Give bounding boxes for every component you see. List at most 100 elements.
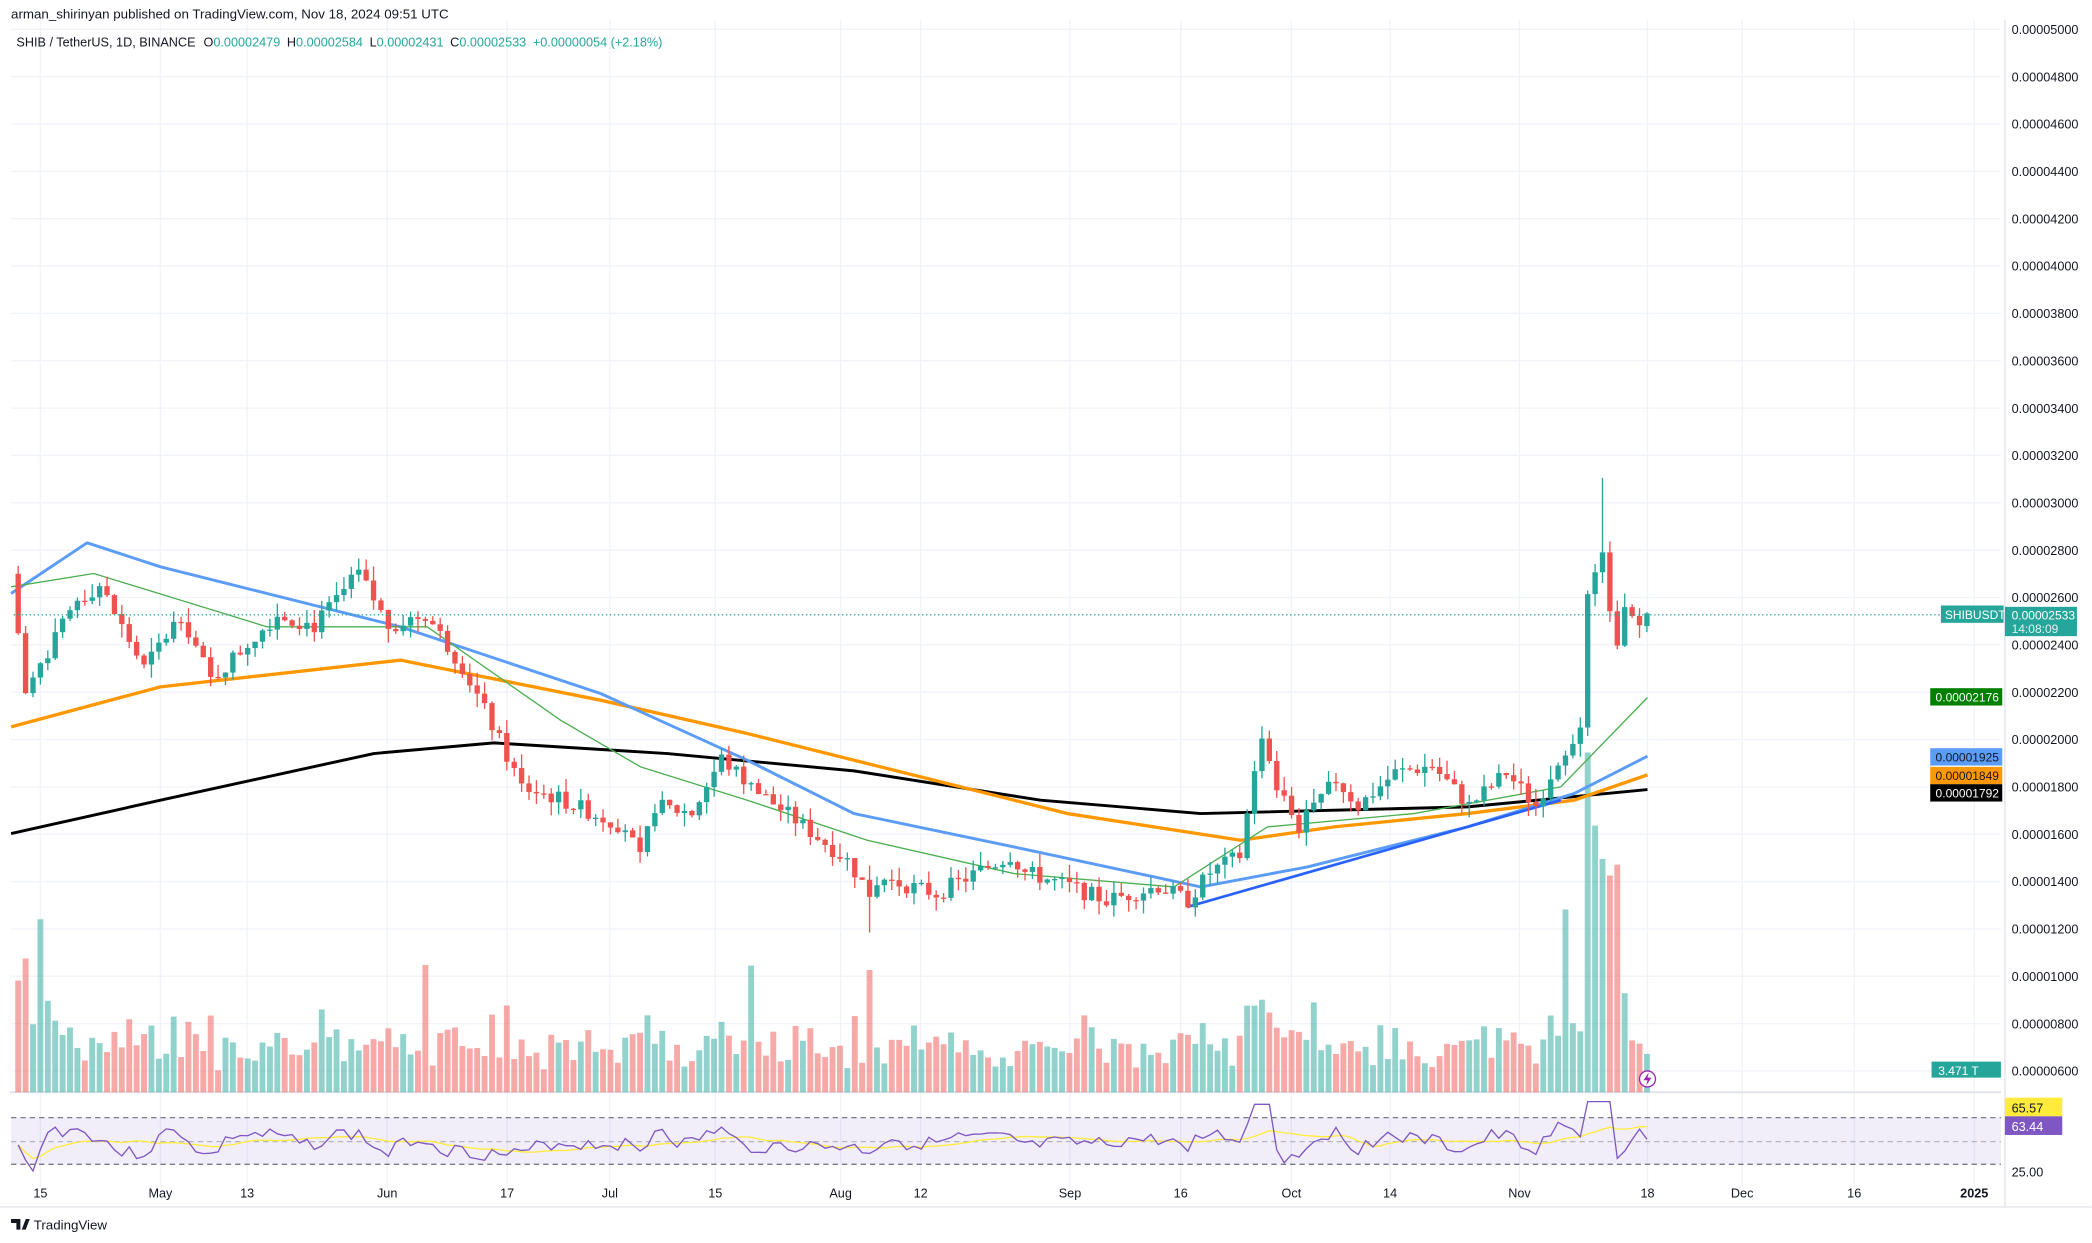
volume-bar bbox=[718, 1021, 725, 1093]
time-tick-label: Jun bbox=[377, 1187, 397, 1201]
volume-bar bbox=[829, 1047, 836, 1093]
candle-body bbox=[1044, 879, 1050, 883]
candle-body bbox=[178, 621, 184, 624]
time-tick-label: Sep bbox=[1059, 1187, 1082, 1201]
last-price-box bbox=[2004, 606, 2077, 637]
time-axis[interactable]: 15 May 13 Jun 17 Jul 15 Aug 12 Sep 16 Oct 14 Nov 18 Dec… bbox=[33, 1187, 1988, 1201]
candle-body bbox=[348, 574, 355, 589]
change-value: +0.00000054 (+2.18%) bbox=[533, 36, 662, 50]
volume-bar bbox=[333, 1029, 340, 1093]
volume-bar bbox=[22, 958, 29, 1093]
volume-bar bbox=[1547, 1015, 1554, 1093]
candle-body bbox=[1636, 615, 1643, 626]
price-tick-label: 0.00004000 bbox=[2012, 260, 2079, 274]
volume-bar bbox=[400, 1034, 407, 1093]
candle-body bbox=[59, 618, 66, 633]
high-value: 0.00002584 bbox=[296, 36, 363, 50]
volume-bar bbox=[52, 1020, 59, 1093]
candle-body bbox=[489, 703, 495, 731]
volume-bar bbox=[370, 1039, 377, 1093]
candle-body bbox=[881, 879, 888, 886]
bar-countdown: 14:08:09 bbox=[2012, 622, 2059, 636]
candles bbox=[15, 477, 1650, 933]
logo-icon bbox=[11, 1218, 30, 1230]
candle-body bbox=[1214, 864, 1221, 874]
price-tick-label: 0.00003600 bbox=[2012, 354, 2079, 368]
candle-body bbox=[600, 817, 606, 823]
volume-bar bbox=[1177, 1033, 1184, 1093]
candle-body bbox=[119, 614, 125, 625]
candle-body bbox=[1533, 801, 1539, 807]
ma100-line bbox=[10, 658, 1649, 842]
candle-body bbox=[30, 677, 36, 694]
candle-body bbox=[1473, 800, 1480, 802]
ma50-line bbox=[10, 541, 1649, 889]
candle-body bbox=[659, 799, 665, 814]
volume-bar bbox=[1451, 1045, 1458, 1093]
candle-body bbox=[1340, 783, 1347, 793]
candle-body bbox=[1644, 613, 1650, 627]
time-tick-label: 16 bbox=[1174, 1187, 1188, 1201]
volume-bar bbox=[1162, 1063, 1169, 1093]
volume-bar bbox=[1481, 1026, 1487, 1093]
ma-tag-label: 0.00001792 bbox=[1936, 787, 2000, 801]
volume-bar bbox=[1251, 1005, 1258, 1093]
volume-bar bbox=[133, 1045, 140, 1093]
tradingview-logo[interactable]: TradingView bbox=[11, 1218, 107, 1233]
volume-bar bbox=[244, 1058, 251, 1093]
volume-label: 3.471 T bbox=[1938, 1064, 1979, 1078]
volume-bar bbox=[1221, 1038, 1228, 1093]
candle-body bbox=[215, 676, 221, 679]
volume-bar bbox=[681, 1066, 688, 1093]
volume-bar bbox=[874, 1047, 880, 1093]
volume-bar bbox=[1244, 1005, 1251, 1093]
volume-bar bbox=[792, 1025, 799, 1093]
volume-bar bbox=[526, 1056, 532, 1093]
candle-body bbox=[555, 791, 562, 803]
candle-body bbox=[1229, 852, 1235, 857]
volume-bar bbox=[407, 1054, 414, 1093]
candle-body bbox=[163, 638, 169, 643]
rsi-level-label: 25.00 bbox=[2012, 1165, 2044, 1179]
volume-bar bbox=[777, 1061, 784, 1093]
candle-body bbox=[541, 793, 547, 795]
price-tick-label: 0.00003800 bbox=[2012, 307, 2079, 321]
volume-bar bbox=[1014, 1051, 1021, 1093]
candle-body bbox=[1577, 727, 1583, 744]
candle-body bbox=[570, 808, 577, 811]
price-axis[interactable]: 0.00005000 0.00004800 0.00004600 0.00004400… bbox=[2012, 23, 2079, 1079]
volume-bar bbox=[496, 1057, 503, 1093]
c-label: C bbox=[450, 36, 459, 50]
volume-bar bbox=[422, 964, 429, 1093]
ohlc-legend[interactable]: SHIB / TetherUS, 1D, BINANCE O0.00002479 H… bbox=[16, 36, 662, 50]
volume-bar bbox=[755, 1041, 762, 1093]
volume-bar bbox=[1229, 1065, 1236, 1093]
candle-body bbox=[1355, 801, 1361, 811]
candle-body bbox=[259, 630, 266, 642]
price-tick-label: 0.00002600 bbox=[2012, 591, 2079, 605]
candle-body bbox=[733, 766, 739, 770]
volume-bar bbox=[318, 1009, 325, 1093]
candle-body bbox=[1377, 786, 1384, 797]
candle-body bbox=[1459, 784, 1465, 804]
candle-body bbox=[970, 870, 976, 882]
volume-bar bbox=[903, 1045, 910, 1093]
volume-bar bbox=[1488, 1057, 1495, 1093]
volume-bar bbox=[911, 1025, 917, 1093]
volume-bar bbox=[1266, 1012, 1273, 1093]
price-tick-label: 0.00001400 bbox=[2012, 875, 2079, 889]
candle-body bbox=[104, 586, 110, 596]
candle-body bbox=[1089, 886, 1095, 901]
candle-body bbox=[1548, 779, 1554, 799]
volume-bar bbox=[74, 1047, 81, 1093]
candle-body bbox=[1303, 810, 1310, 833]
volume-bar bbox=[1347, 1041, 1354, 1093]
symbol-title[interactable]: SHIB / TetherUS, 1D, BINANCE bbox=[16, 36, 195, 50]
candle-body bbox=[15, 573, 21, 634]
rsi-lines bbox=[17, 1100, 1648, 1173]
candle-body bbox=[526, 783, 532, 792]
volume-bar bbox=[1540, 1039, 1547, 1093]
volume-bar bbox=[563, 1040, 569, 1093]
l-label: L bbox=[370, 36, 377, 50]
